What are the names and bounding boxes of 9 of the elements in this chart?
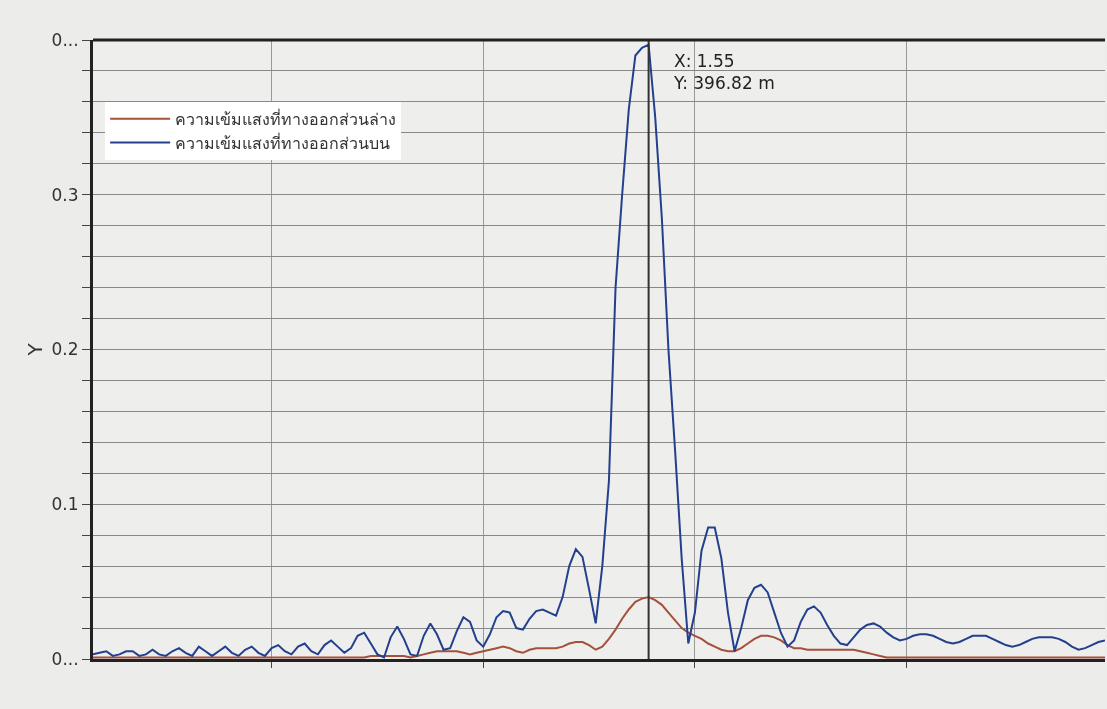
y-tick-label: 0... xyxy=(51,648,79,669)
y-tick-label: 0.1 xyxy=(51,494,79,515)
y-tick-label: 0.3 xyxy=(51,184,79,205)
legend-label: ความเข้มแสงที่ทางออกส่วนล่าง xyxy=(175,108,397,130)
annotation: X: 1.55 Y: 396.82 m xyxy=(673,51,775,94)
y-tick-label: 0.2 xyxy=(51,339,79,360)
y-axis-title: Y xyxy=(23,342,48,357)
legend-label: ความเข้มแสงที่ทางออกส่วนบน xyxy=(175,131,391,153)
y-tick-label: 0... xyxy=(51,29,79,50)
